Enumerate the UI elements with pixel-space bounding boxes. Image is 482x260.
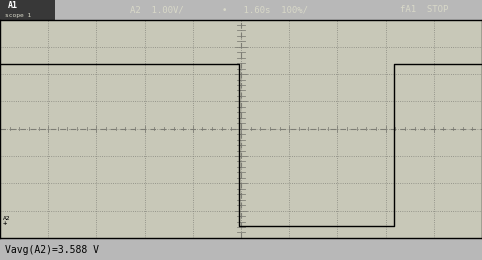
Text: A1: A1 [8,1,18,10]
Bar [0,0,55,20]
Text: •   1.60s  100%/: • 1.60s 100%/ [222,5,308,14]
Text: A2: A2 [2,216,10,221]
Text: scope 1: scope 1 [5,13,31,18]
Text: fA1  STOP: fA1 STOP [400,5,448,14]
Text: +: + [2,220,7,226]
Text: A2  1.00V/: A2 1.00V/ [130,5,184,14]
Text: Vavg(A2)=3.588 V: Vavg(A2)=3.588 V [5,245,99,255]
